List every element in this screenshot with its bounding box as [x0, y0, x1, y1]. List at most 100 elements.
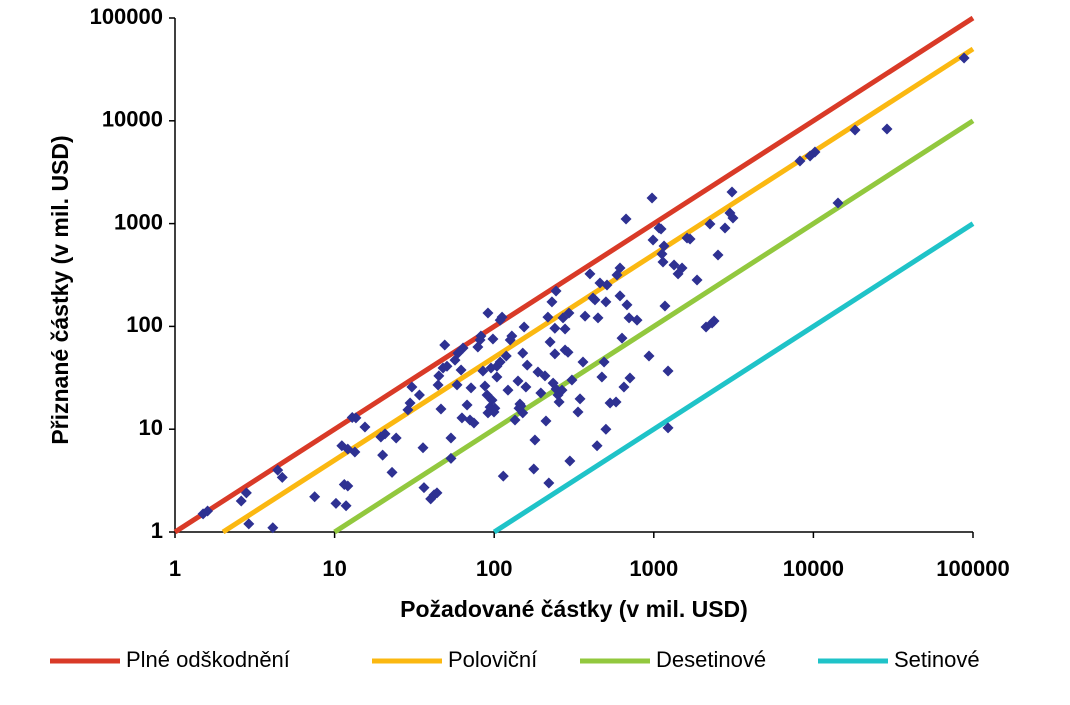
- data-point: [517, 407, 529, 419]
- data-point: [614, 290, 626, 302]
- data-point: [243, 518, 255, 530]
- data-point: [267, 522, 279, 534]
- data-point: [491, 371, 503, 383]
- data-point: [349, 446, 361, 458]
- data-point: [631, 314, 643, 326]
- data-point: [479, 380, 491, 392]
- data-point: [566, 374, 578, 386]
- data-point: [309, 491, 321, 503]
- data-point: [589, 294, 601, 306]
- data-point: [359, 421, 371, 433]
- y-tick-label: 1000: [114, 209, 163, 234]
- data-point: [598, 356, 610, 368]
- data-point: [542, 311, 554, 323]
- x-tick-label: 1: [169, 556, 181, 581]
- data-point: [712, 249, 724, 261]
- x-tick-label: 100000: [936, 556, 1009, 581]
- data-point: [809, 146, 821, 158]
- data-point: [659, 300, 671, 312]
- y-tick-label: 100: [126, 312, 163, 337]
- data-point: [494, 356, 506, 368]
- data-point: [330, 497, 342, 509]
- y-tick-label: 10000: [102, 107, 163, 132]
- x-tick-label: 1000: [629, 556, 678, 581]
- data-point: [559, 323, 571, 335]
- data-point: [656, 248, 668, 260]
- data-point: [504, 334, 516, 346]
- data-point: [591, 440, 603, 452]
- data-point: [624, 372, 636, 384]
- legend-label: Setinové: [894, 647, 980, 672]
- data-point: [958, 52, 970, 64]
- data-point: [520, 381, 532, 393]
- data-point: [592, 312, 604, 324]
- data-point: [621, 299, 633, 311]
- legend-label: Poloviční: [448, 647, 537, 672]
- data-point: [406, 381, 418, 393]
- data-point: [726, 186, 738, 198]
- data-point: [657, 256, 669, 268]
- data-point: [413, 389, 425, 401]
- data-point: [832, 197, 844, 209]
- data-point: [596, 371, 608, 383]
- data-point: [662, 365, 674, 377]
- data-point: [577, 356, 589, 368]
- data-point: [445, 452, 457, 464]
- data-point: [616, 332, 628, 344]
- data-point: [620, 213, 632, 225]
- data-point: [235, 495, 247, 507]
- data-point: [529, 434, 541, 446]
- data-point: [704, 218, 716, 230]
- reference-line: [173, 15, 975, 535]
- data-point: [445, 432, 457, 444]
- data-point: [668, 259, 680, 271]
- data-point: [579, 310, 591, 322]
- data-point: [600, 296, 612, 308]
- data-point: [390, 432, 402, 444]
- data-point: [439, 339, 451, 351]
- data-point: [623, 312, 635, 324]
- reference-line: [333, 118, 975, 535]
- legend-label: Plné odškodnění: [126, 647, 290, 672]
- data-point: [386, 466, 398, 478]
- data-point: [708, 315, 720, 327]
- y-axis-title: Přiznané částky (v mil. USD): [47, 135, 73, 444]
- data-point: [202, 505, 214, 517]
- data-point: [457, 342, 469, 354]
- data-point: [550, 285, 562, 297]
- y-tick-label: 10: [139, 415, 163, 440]
- data-point: [647, 234, 659, 246]
- data-point: [544, 336, 556, 348]
- data-point: [601, 279, 613, 291]
- data-point: [482, 307, 494, 319]
- data-point: [502, 384, 514, 396]
- data-point: [676, 262, 688, 274]
- data-point: [475, 330, 487, 342]
- data-point: [465, 382, 477, 394]
- data-point: [340, 500, 352, 512]
- data-point: [509, 414, 521, 426]
- data-point: [614, 262, 626, 274]
- data-point: [477, 365, 489, 377]
- data-point: [564, 455, 576, 467]
- data-point: [584, 268, 596, 280]
- data-point: [535, 387, 547, 399]
- data-point: [377, 449, 389, 461]
- data-point: [528, 463, 540, 475]
- data-point: [456, 412, 468, 424]
- data-point: [794, 155, 806, 167]
- data-point: [435, 403, 447, 415]
- data-point: [494, 314, 506, 326]
- data-point: [684, 233, 696, 245]
- y-tick-label: 1: [151, 518, 163, 543]
- data-point: [486, 394, 498, 406]
- x-tick-label: 10000: [783, 556, 844, 581]
- reference-line: [492, 221, 975, 535]
- data-point: [487, 333, 499, 345]
- data-point: [572, 406, 584, 418]
- data-point: [418, 482, 430, 494]
- data-point: [549, 348, 561, 360]
- data-point: [563, 307, 575, 319]
